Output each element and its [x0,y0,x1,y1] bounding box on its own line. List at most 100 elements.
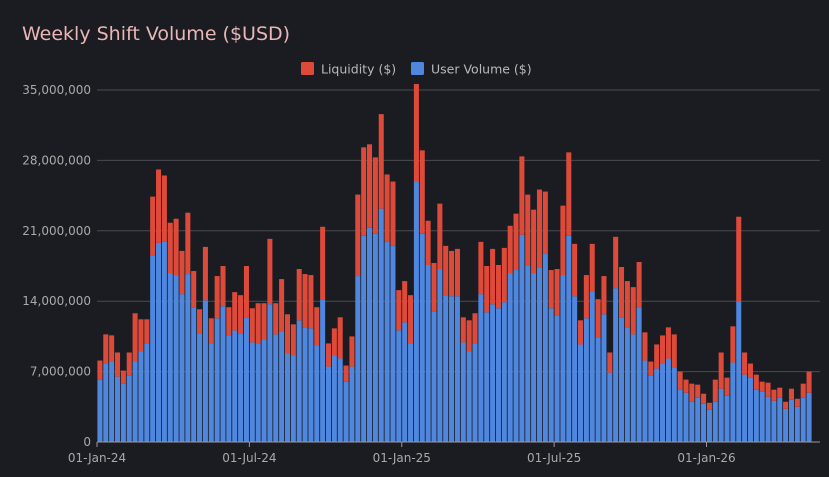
bar-user-volume [589,291,595,442]
bar-liquidity [103,334,109,364]
bar-user-volume [126,375,132,442]
bar-user-volume [788,399,795,442]
x-axis-ticks: 01-Jan-24 01-Jul-24 01-Jan-25 01-Jul-25 01-J… [68,442,736,465]
bar-liquidity [507,225,513,274]
bar-user-volume [220,306,226,442]
bar-liquidity [794,398,800,407]
bar-liquidity [408,295,414,344]
bar-liquidity [156,169,162,243]
bar-user-volume [730,362,736,442]
bar-liquidity [308,275,314,329]
bar-liquidity [654,344,660,369]
legend-label-liquidity: Liquidity ($) [321,62,396,77]
bar-liquidity [97,360,103,380]
bar-liquidity [577,320,584,345]
bar-user-volume [296,320,302,442]
bar-liquidity [355,194,361,277]
bar-user-volume [642,360,648,442]
bar-user-volume [689,401,695,442]
bar-user-volume [443,295,449,442]
bar-liquidity [343,365,349,382]
bar-liquidity [572,243,578,297]
bar-liquidity [665,327,671,359]
bar-liquidity [314,307,320,346]
bar-liquidity [642,332,648,361]
bar-user-volume [361,235,367,442]
bar-user-volume [466,351,472,442]
bar-liquidity [114,352,121,377]
bar-user-volume [197,333,203,442]
bar-user-volume [156,242,162,442]
bar-user-volume [607,372,613,442]
x-tick-label: 01-Jan-24 [68,451,126,465]
bar-user-volume [355,276,361,442]
bar-user-volume [531,273,537,442]
bar-user-volume [460,342,466,442]
bar-liquidity [660,335,666,364]
bar-liquidity [554,269,560,316]
legend-swatch-user-volume [411,62,424,75]
bar-liquidity [367,144,373,228]
bar-liquidity [800,383,806,398]
bar-user-volume [238,333,244,442]
bar-liquidity [788,388,795,400]
bar-user-volume [114,376,121,442]
bar-liquidity [197,309,203,334]
bar-liquidity [513,213,519,271]
bar-liquidity [460,317,466,343]
bar-user-volume [331,355,337,442]
bar-user-volume [384,241,390,442]
bar-user-volume [349,366,355,442]
bar-liquidity [232,292,238,331]
bar-user-volume [249,342,255,442]
bar-user-volume [255,343,261,442]
bar-liquidity [161,175,167,242]
bar-liquidity [296,269,302,321]
bar-user-volume [566,235,572,442]
bar-user-volume [372,233,378,442]
x-tick-label: 01-Jan-25 [373,451,431,465]
bar-user-volume [267,304,273,442]
bar-liquidity [689,383,695,402]
bar-liquidity [413,83,419,182]
bar-liquidity [220,266,226,307]
bar-user-volume [144,343,150,442]
bar-user-volume [806,392,812,442]
bar-liquidity [583,275,589,319]
bar-user-volume [408,343,414,442]
bar-liquidity [132,313,138,362]
bar-user-volume [161,241,167,442]
legend-swatch-liquidity [301,62,314,75]
bar-liquidity [390,181,396,246]
x-tick-label: 01-Jul-24 [222,451,276,465]
bar-liquidity [173,218,179,276]
bar-liquidity [525,194,531,266]
bar-user-volume [167,273,173,442]
bar-liquidity [126,352,132,376]
bar-user-volume [437,269,443,442]
bar-liquidity [478,241,484,295]
bar-liquidity [279,279,285,332]
bar-liquidity [273,303,279,335]
bar-user-volume [507,273,513,442]
bar-liquidity [325,343,332,367]
bar-user-volume [325,366,332,442]
bar-user-volume [677,389,683,442]
bar-user-volume [800,397,806,442]
bar-user-volume [472,343,478,442]
bar-user-volume [636,307,642,442]
bar-liquidity [490,248,496,305]
bar-user-volume [302,327,308,442]
bar-user-volume [214,318,220,442]
bar-liquidity [783,401,789,409]
bars [97,83,812,442]
bar-liquidity [261,303,267,340]
bar-user-volume [525,266,531,442]
bar-liquidity [589,243,595,292]
bar-user-volume [425,264,431,442]
bar-liquidity [238,295,244,334]
legend-label-user-volume: User Volume ($) [431,62,532,77]
y-tick-label: 0 [83,435,91,449]
bar-user-volume [583,318,589,442]
bar-user-volume [624,327,630,442]
